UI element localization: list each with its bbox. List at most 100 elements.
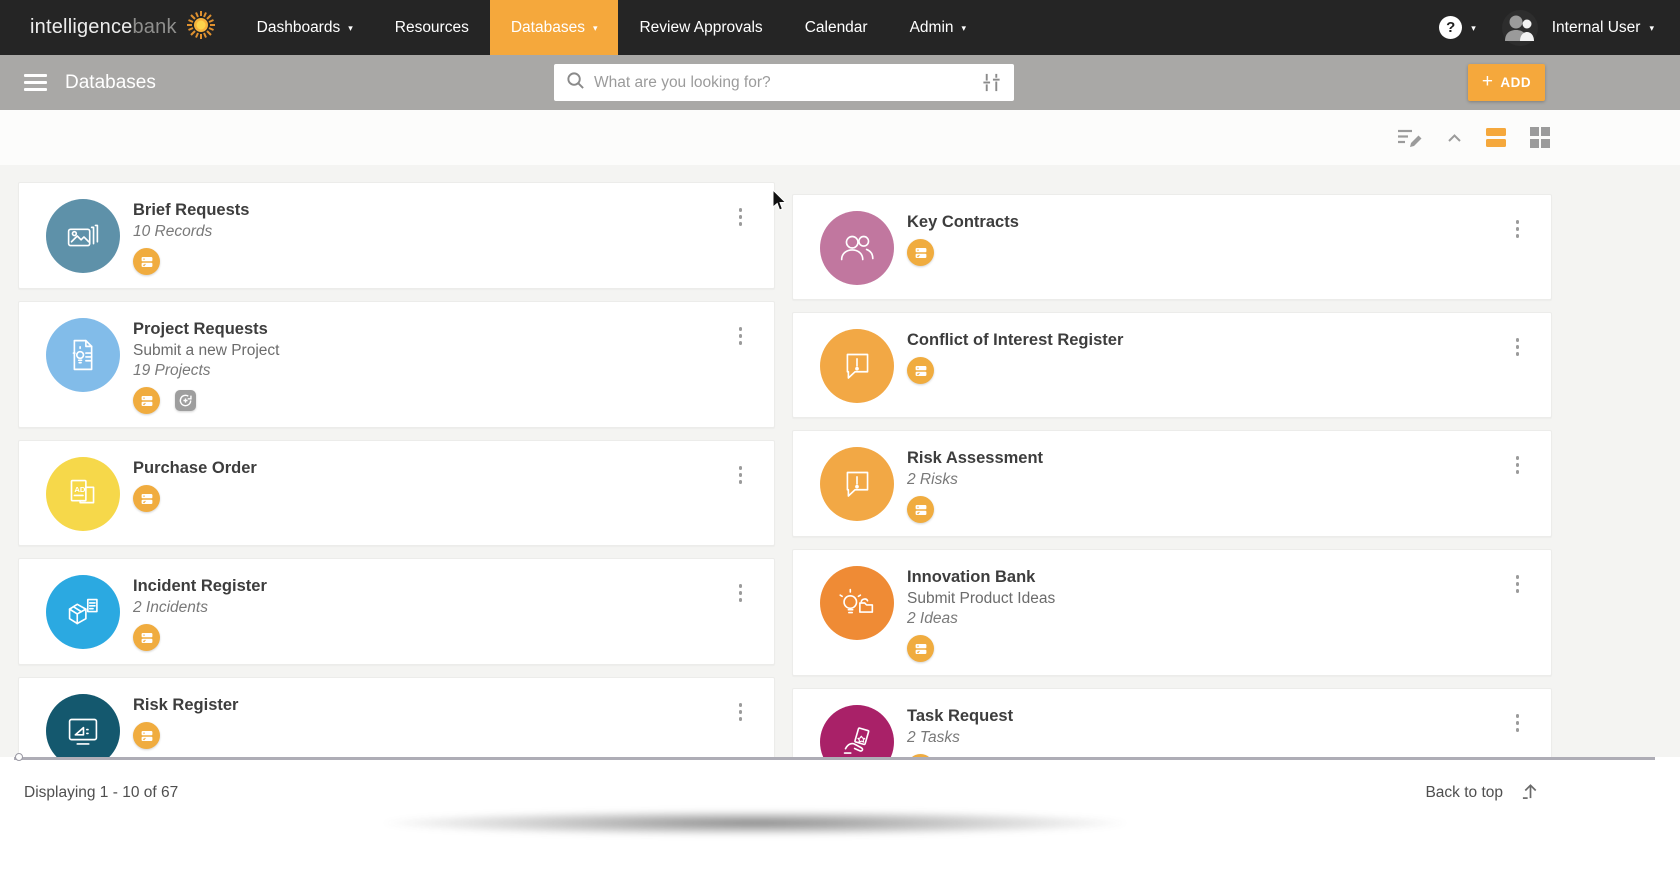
search-box (554, 64, 1014, 101)
database-title: Task Request (907, 707, 1014, 725)
database-badges (133, 624, 724, 651)
database-count: 19 Projects (133, 362, 211, 379)
user-caret-icon[interactable]: ▾ (1649, 23, 1654, 33)
form-badge-icon (907, 357, 934, 384)
database-card-text: Purchase Order (133, 459, 724, 512)
help-caret-icon[interactable]: ▾ (1471, 23, 1476, 33)
back-to-top-label: Back to top (1425, 784, 1503, 801)
bottom-panel-shadow (385, 810, 1125, 836)
database-title: Incident Register (133, 577, 267, 595)
database-card-text: Task Request 2 Tasks (907, 707, 1501, 757)
nav-item-label: Admin (909, 18, 954, 36)
nav-menu: Dashboards ▾ Resources Databases ▾ Review App… (236, 0, 987, 55)
list-view-icon[interactable] (1485, 128, 1506, 147)
database-count: 10 Records (133, 223, 213, 240)
database-card[interactable]: Risk Assessment 2 Risks (792, 430, 1552, 537)
database-subtitle: Submit Product Ideas (907, 590, 1056, 607)
database-card[interactable]: Innovation Bank Submit Product Ideas 2 I… (792, 549, 1552, 676)
idea-cloud-icon (820, 566, 894, 640)
scrollbar-handle-icon[interactable] (15, 753, 23, 761)
form-badge-icon (133, 722, 160, 749)
database-title: Risk Register (133, 696, 239, 714)
database-badges (133, 722, 724, 749)
search-icon (566, 71, 585, 95)
chevron-down-icon: ▾ (348, 23, 353, 33)
database-count: 2 Incidents (133, 599, 208, 616)
card-menu-icon[interactable] (735, 462, 747, 488)
nav-item-databases[interactable]: Databases ▾ (489, 0, 619, 55)
database-card[interactable]: Task Request 2 Tasks (792, 688, 1552, 757)
card-menu-icon[interactable] (1512, 334, 1524, 360)
database-card-text: Risk Assessment 2 Risks (907, 449, 1501, 523)
user-avatar-icon[interactable] (1499, 8, 1541, 48)
card-menu-icon[interactable] (1512, 216, 1524, 242)
database-badges (907, 754, 1501, 757)
database-card[interactable]: Risk Register (18, 677, 775, 757)
database-card[interactable]: Key Contracts (792, 194, 1552, 300)
form-badge-icon (133, 624, 160, 651)
form-badge-icon (907, 496, 934, 523)
nav-item-dashboards[interactable]: Dashboards ▾ (236, 0, 374, 55)
database-card[interactable]: Incident Register 2 Incidents (18, 558, 775, 665)
database-card[interactable]: Conflict of Interest Register (792, 312, 1552, 418)
database-card[interactable]: AD Purchase Order (18, 440, 775, 546)
card-menu-icon[interactable] (1512, 452, 1524, 478)
grid-view-icon[interactable] (1529, 127, 1550, 148)
arrow-up-icon (1521, 781, 1540, 805)
database-badges (907, 357, 1501, 384)
database-card[interactable]: Brief Requests 10 Records (18, 182, 775, 289)
card-menu-icon[interactable] (735, 699, 747, 725)
subheader-bar: Databases +ADD (0, 55, 1680, 110)
database-badges (907, 496, 1501, 523)
search-filter-icon[interactable] (981, 72, 1002, 93)
database-count: 2 Tasks (907, 729, 960, 746)
database-count: 2 Risks (907, 471, 958, 488)
database-card-text: Risk Register (133, 696, 724, 749)
database-card[interactable]: Project Requests Submit a new Project 19… (18, 301, 775, 428)
database-badges (133, 248, 724, 275)
database-card-text: Brief Requests 10 Records (133, 201, 724, 275)
card-menu-icon[interactable] (735, 204, 747, 230)
horizontal-scrollbar[interactable] (14, 753, 1655, 761)
database-title: Conflict of Interest Register (907, 331, 1124, 349)
search-input[interactable] (594, 73, 981, 92)
card-menu-icon[interactable] (1512, 710, 1524, 736)
database-badges (133, 387, 724, 414)
collapse-icon[interactable] (1447, 133, 1462, 143)
card-menu-icon[interactable] (1512, 571, 1524, 597)
card-column-right: Key Contracts Conflict of Interest Regis… (792, 194, 1552, 757)
nav-item-label: Dashboards (256, 18, 341, 36)
help-icon[interactable]: ? (1439, 16, 1463, 39)
view-toolbar (0, 110, 1680, 165)
user-menu[interactable]: Internal User (1551, 18, 1641, 36)
edit-list-icon[interactable] (1397, 127, 1423, 149)
back-to-top-button[interactable]: Back to top (1425, 781, 1540, 805)
nav-item-calendar[interactable]: Calendar (784, 0, 889, 55)
database-title: Innovation Bank (907, 568, 1036, 586)
brand-logo-text: intelligencebank (30, 16, 177, 38)
database-badges (133, 485, 724, 512)
database-title: Project Requests (133, 320, 268, 338)
database-badges (907, 239, 1501, 266)
sun-icon (186, 10, 216, 45)
database-card-text: Incident Register 2 Incidents (133, 577, 724, 651)
chevron-down-icon: ▾ (961, 23, 967, 33)
top-nav: intelligencebank Dashboards ▾ Resources Dat… (0, 0, 1680, 55)
database-card-text: Conflict of Interest Register (907, 331, 1501, 384)
card-menu-icon[interactable] (735, 580, 747, 606)
chevron-down-icon: ▾ (592, 23, 598, 33)
page-title: Databases (65, 71, 156, 93)
add-button[interactable]: + ADD (1468, 64, 1545, 101)
footer-bar: Displaying 1 - 10 of 67 Back to top (0, 753, 1680, 877)
workflow-badge-icon (175, 390, 196, 411)
nav-item-review-approvals[interactable]: Review Approvals (618, 0, 783, 55)
nav-item-label: Resources (394, 18, 469, 36)
brand-logo[interactable]: intelligencebank (0, 0, 236, 55)
nav-item-admin[interactable]: Admin ▾ (889, 0, 987, 55)
menu-icon[interactable] (24, 74, 47, 91)
nav-item-label: Calendar (804, 18, 868, 36)
card-menu-icon[interactable] (735, 323, 747, 349)
form-badge-icon (907, 635, 934, 662)
nav-item-resources[interactable]: Resources (374, 0, 490, 55)
database-subtitle: Submit a new Project (133, 342, 280, 359)
